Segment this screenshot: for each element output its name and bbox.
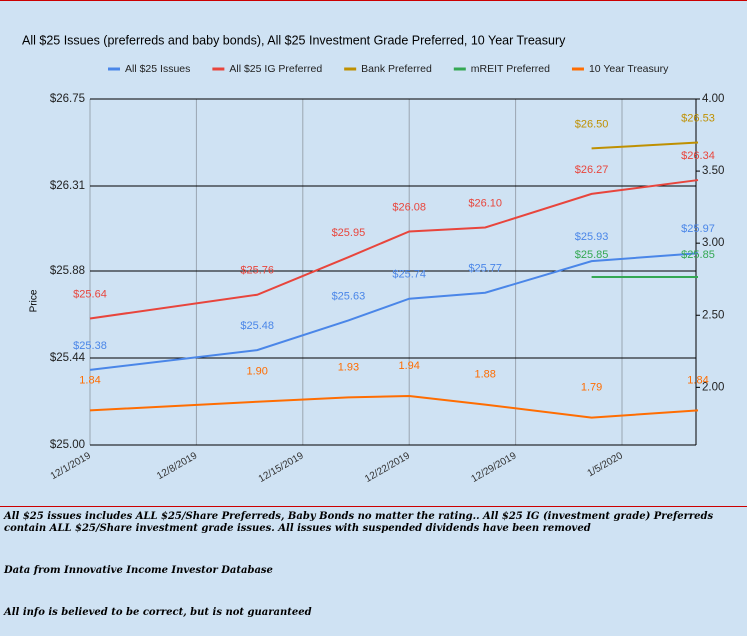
series-line [89, 179, 699, 320]
data-label: $26.50 [575, 118, 609, 130]
data-label: $25.97 [681, 223, 715, 235]
y-tick-label: $26.75 [50, 93, 85, 105]
data-label: $25.93 [575, 231, 609, 243]
chart-title: All $25 Issues (preferreds and baby bond… [22, 33, 566, 47]
data-label: $26.34 [681, 150, 715, 162]
y2-tick-label: 3.00 [702, 237, 724, 249]
legend-label: 10 Year Treasury [589, 63, 669, 75]
note: All $25 issues includes ALL $25/Share Pr… [4, 511, 714, 534]
data-label: $25.63 [332, 290, 366, 302]
data-label: 1.88 [474, 369, 495, 381]
legend-label: All $25 Issues [125, 63, 190, 75]
data-label: $26.53 [681, 112, 715, 124]
note: Data from Innovative Income Investor Dat… [4, 565, 273, 576]
y-tick-label: $26.31 [50, 180, 85, 192]
legend-label: All $25 IG Preferred [229, 63, 322, 75]
series-line [591, 141, 699, 150]
data-label: $25.95 [332, 227, 366, 239]
legend-label: mREIT Preferred [471, 63, 550, 75]
y-tick-label: $25.44 [50, 352, 86, 364]
data-label: $25.77 [468, 263, 502, 275]
y2-tick-label: 2.50 [702, 309, 724, 321]
x-tick-label: 1/5/2020 [586, 450, 626, 479]
data-label: 1.84 [79, 374, 100, 386]
chart: All $25 Issues (preferreds and baby bond… [22, 33, 724, 485]
data-label: 1.79 [581, 382, 602, 394]
data-label: $25.85 [681, 249, 715, 261]
data-label: $26.27 [575, 164, 609, 176]
data-label: $25.64 [73, 288, 107, 300]
legend-label: Bank Preferred [361, 63, 432, 75]
data-label: $25.48 [240, 320, 274, 332]
y2-tick-label: 2.00 [702, 381, 724, 393]
y-tick-label: $25.88 [50, 265, 85, 277]
y-tick-label: $25.00 [50, 439, 85, 451]
data-label: $25.38 [73, 340, 107, 352]
notes: All $25 issues includes ALL $25/Share Pr… [0, 506, 747, 636]
y2-tick-label: 4.00 [702, 93, 724, 105]
data-label: 1.84 [687, 374, 708, 386]
data-label: $25.85 [575, 249, 609, 261]
series-line [89, 252, 699, 371]
y2-tick-label: 3.50 [702, 165, 724, 177]
note: All info is believed to be correct, but … [4, 607, 312, 618]
data-label: 1.94 [398, 360, 419, 372]
x-tick-label: 12/1/2019 [49, 450, 93, 482]
data-label: $26.08 [392, 201, 426, 213]
data-label: 1.90 [246, 366, 267, 378]
series-line [89, 394, 699, 419]
x-tick-label: 12/29/2019 [470, 450, 519, 485]
data-label: $25.74 [392, 269, 426, 281]
x-tick-label: 12/15/2019 [257, 450, 306, 485]
x-tick-label: 12/22/2019 [363, 450, 412, 485]
y-axis-label: Price [29, 289, 40, 312]
data-label: $25.76 [240, 265, 274, 277]
x-tick-label: 12/8/2019 [155, 450, 199, 482]
data-label: $26.10 [468, 197, 502, 209]
data-label: 1.93 [338, 361, 359, 373]
